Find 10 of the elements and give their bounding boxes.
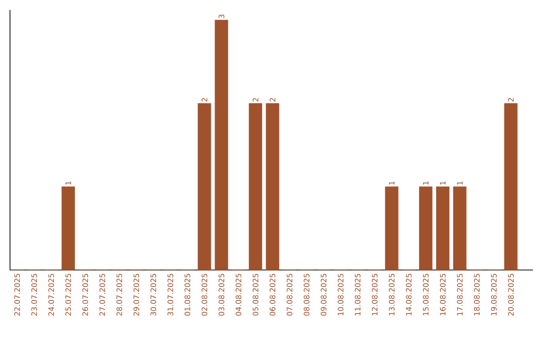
bar <box>419 186 432 270</box>
bar <box>453 186 466 270</box>
bar <box>248 103 262 270</box>
bar <box>266 103 280 270</box>
bar <box>214 20 228 270</box>
bar <box>504 103 518 270</box>
bar <box>436 186 450 270</box>
bar <box>198 103 212 270</box>
bar <box>385 186 398 270</box>
bar <box>62 186 75 270</box>
